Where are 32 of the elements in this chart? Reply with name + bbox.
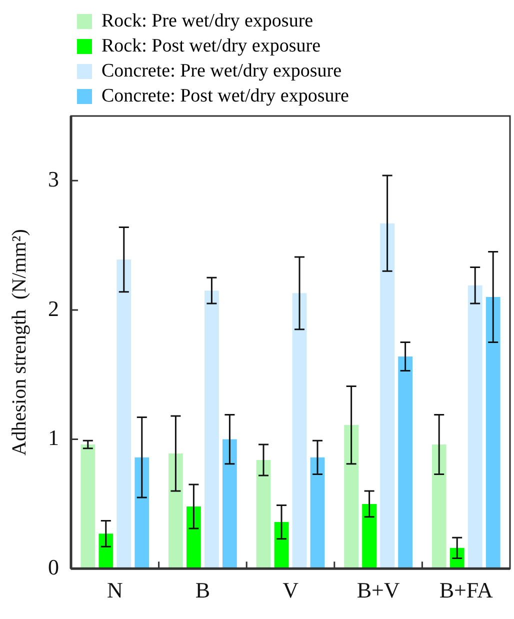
bar [222,439,237,569]
bar [362,504,376,569]
legend-label: Concrete: Post wet/dry exposure [102,85,349,106]
bar [292,293,307,569]
bar [80,444,96,569]
bar [380,223,394,569]
y-tick-label: 2 [48,296,59,321]
bar [116,260,132,569]
y-tick-label: 0 [48,554,59,580]
x-tick-label: V [282,578,299,603]
x-tick-label: B [195,578,210,603]
x-tick-label: N [106,578,123,603]
bar [486,297,500,569]
bar [398,356,412,569]
bar [344,425,358,569]
y-axis-title: Adhesion strength (N/mm²) [8,229,30,456]
y-tick-label: 1 [48,425,59,450]
bar [134,457,150,569]
bar [256,460,271,569]
x-tick-label: B+FA [439,578,493,603]
bar [168,454,183,569]
y-tick-label: 3 [48,166,59,192]
bar [204,290,219,569]
legend-label: Rock: Post wet/dry exposure [102,35,321,56]
legend-label: Rock: Pre wet/dry exposure [102,10,314,32]
bar [468,285,482,569]
bar [432,444,446,569]
legend-label: Concrete: Pre wet/dry exposure [102,60,342,82]
x-tick-label: B+V [356,578,400,603]
bar [310,457,325,569]
bar [186,506,201,569]
bar [98,534,114,569]
